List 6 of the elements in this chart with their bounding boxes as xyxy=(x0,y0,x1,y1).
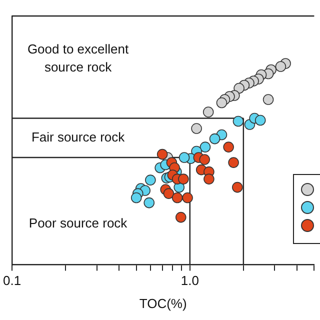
x-axis-title: TOC(%) xyxy=(139,296,187,311)
annotation: Good to excellent source rock xyxy=(27,42,130,75)
x-tick-label: 0.1 xyxy=(2,273,22,288)
x-tick-label: 1.0 xyxy=(180,273,199,288)
annotation: Poor source rock xyxy=(28,216,128,231)
annotation: Fair source rock xyxy=(31,129,126,144)
